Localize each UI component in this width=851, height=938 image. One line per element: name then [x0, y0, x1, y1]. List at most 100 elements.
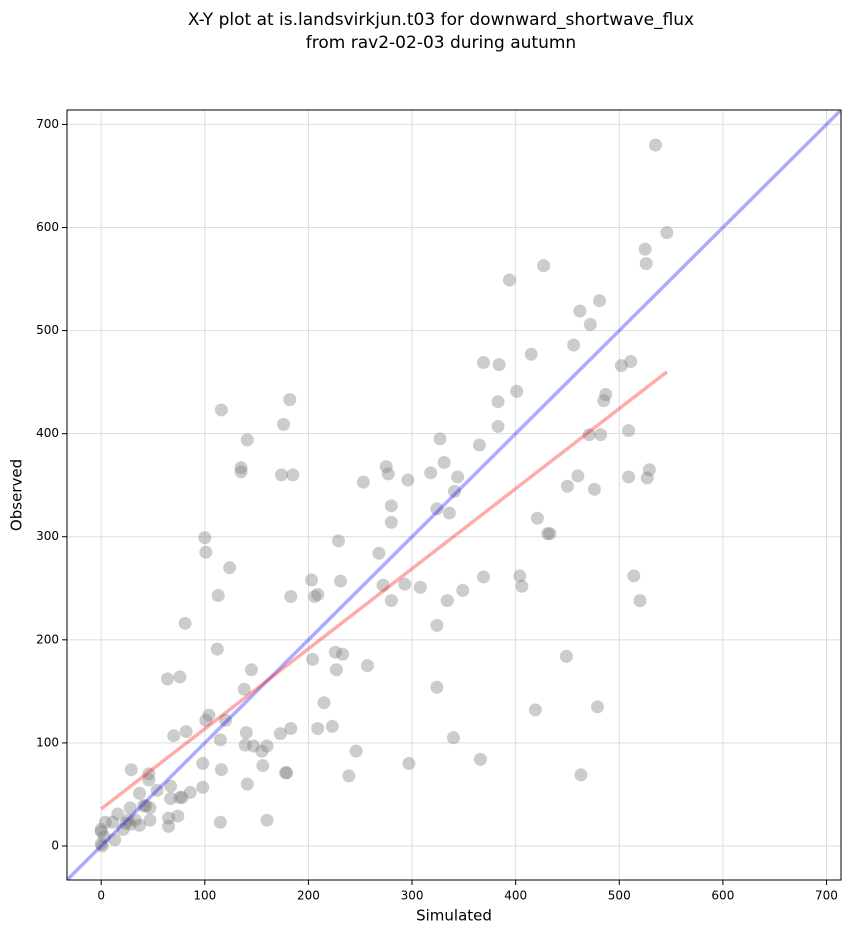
point: [413, 580, 427, 594]
point: [306, 652, 320, 666]
point: [97, 830, 111, 844]
point: [133, 818, 147, 832]
point: [491, 419, 505, 433]
point: [477, 570, 491, 584]
point: [98, 815, 112, 829]
point: [349, 744, 363, 758]
x-tick-label: 700: [815, 889, 838, 903]
point: [559, 649, 573, 663]
point: [311, 721, 325, 735]
y-tick-label: 700: [36, 117, 59, 131]
point: [591, 700, 605, 714]
plot-frame: [66, 109, 842, 881]
point: [329, 663, 343, 677]
point: [239, 726, 253, 740]
point: [213, 815, 227, 829]
plot-area: [67, 110, 841, 880]
point: [94, 825, 108, 839]
point: [133, 786, 147, 800]
point: [142, 767, 156, 781]
point: [260, 813, 274, 827]
point: [384, 594, 398, 608]
point: [515, 579, 529, 593]
point: [274, 468, 288, 482]
point: [198, 531, 212, 545]
point: [530, 511, 544, 525]
point: [402, 757, 416, 771]
y-tick-label: 500: [36, 323, 59, 337]
point: [430, 618, 444, 632]
point: [567, 338, 581, 352]
x-tick-label: 400: [504, 889, 527, 903]
point: [473, 752, 487, 766]
point: [213, 733, 227, 747]
point: [210, 642, 224, 656]
point: [560, 479, 574, 493]
point: [642, 463, 656, 477]
point: [283, 393, 297, 407]
point: [167, 729, 181, 743]
point: [624, 355, 638, 369]
point: [356, 475, 370, 489]
point: [128, 813, 142, 827]
point: [240, 433, 254, 447]
point: [477, 356, 491, 370]
point: [142, 773, 156, 787]
x-tick-label: 600: [711, 889, 734, 903]
point: [317, 696, 331, 710]
fit-line: [67, 110, 841, 880]
chart-title: X-Y plot at is.landsvirkjun.t03 for down…: [188, 10, 694, 30]
point: [247, 739, 261, 753]
y-tick-label: 600: [36, 220, 59, 234]
point: [597, 394, 611, 408]
point: [633, 594, 647, 608]
point: [440, 594, 454, 608]
point: [305, 573, 319, 587]
point: [583, 317, 597, 331]
point: [214, 763, 228, 777]
point: [627, 569, 641, 583]
point: [640, 471, 654, 485]
point: [256, 759, 270, 773]
point: [430, 502, 444, 516]
point: [437, 456, 451, 470]
y-tick-label: 0: [51, 838, 59, 852]
point: [451, 470, 465, 484]
point: [331, 534, 345, 548]
point: [492, 358, 506, 372]
point: [196, 780, 210, 794]
point: [260, 739, 274, 753]
point: [328, 645, 342, 659]
point: [161, 672, 175, 686]
point: [446, 731, 460, 745]
point: [173, 670, 187, 684]
chart-title: from rav2-02-03 during autumn: [306, 33, 576, 53]
point: [143, 801, 157, 815]
point: [342, 769, 356, 783]
point: [255, 744, 269, 758]
point: [638, 242, 652, 256]
y-tick-label: 200: [36, 632, 59, 646]
point: [108, 833, 122, 847]
point: [622, 424, 636, 438]
point: [660, 226, 674, 240]
point: [524, 347, 538, 361]
point: [139, 799, 153, 813]
point: [214, 403, 228, 417]
point: [372, 546, 386, 560]
point: [491, 395, 505, 409]
point: [472, 438, 486, 452]
x-tick-label: 500: [608, 889, 631, 903]
point: [240, 777, 254, 791]
point: [164, 792, 178, 806]
point: [162, 811, 176, 825]
point: [171, 809, 185, 823]
point: [106, 815, 120, 829]
point: [178, 616, 192, 630]
point: [238, 738, 252, 752]
point: [237, 682, 251, 696]
point: [582, 428, 596, 442]
point: [150, 783, 164, 797]
point: [164, 779, 178, 793]
